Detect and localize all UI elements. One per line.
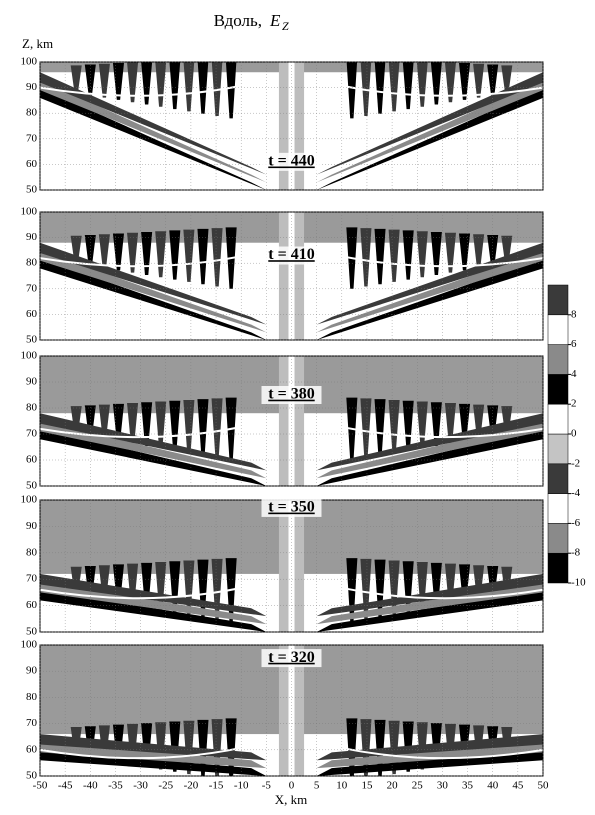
x-tick-label: 25: [412, 780, 424, 792]
colorbar-tick-label: 0: [571, 428, 577, 440]
colorbar-tick-label: 4: [571, 368, 577, 380]
y-tick-label: 100: [21, 639, 38, 651]
y-tick-label: 90: [26, 665, 38, 677]
x-tick-label: 50: [538, 780, 550, 792]
y-tick-label: 80: [26, 257, 38, 269]
contour-field: [40, 356, 543, 486]
colorbar-tick-label: -6: [571, 517, 581, 529]
y-tick-label: 60: [26, 158, 38, 170]
x-tick-label: -35: [108, 780, 123, 792]
y-axis-label: Z, km: [22, 36, 53, 51]
y-tick-label: 100: [21, 56, 38, 68]
x-tick-label: 15: [361, 780, 373, 792]
x-tick-label: 35: [462, 780, 474, 792]
colorbar-tick-label: 2: [571, 398, 577, 410]
y-tick-label: 80: [26, 546, 38, 558]
y-tick-label: 60: [26, 454, 38, 466]
colorbar-bin: [548, 553, 568, 583]
x-tick-label: -45: [58, 780, 73, 792]
colorbar-tick-label: -10: [571, 577, 586, 589]
y-tick-label: 70: [26, 132, 38, 144]
gray-region: [302, 645, 543, 734]
y-tick-label: 90: [26, 520, 38, 532]
title-variable: E: [269, 11, 281, 30]
x-tick-label: 45: [512, 780, 524, 792]
gray-region: [40, 645, 281, 734]
x-axis-label: X, km: [275, 792, 308, 807]
y-tick-label: 50: [26, 184, 38, 196]
colorbar-bin: [548, 523, 568, 553]
x-tick-label: 5: [314, 780, 320, 792]
panel-label: t = 350: [268, 499, 314, 516]
x-tick-label: -20: [184, 780, 199, 792]
panel-label: t = 320: [268, 649, 314, 666]
colorbar-bin: [548, 464, 568, 494]
colorbar-tick-label: -8: [571, 547, 581, 559]
colorbar-bin: [548, 285, 568, 315]
x-tick-label: -5: [262, 780, 272, 792]
y-tick-label: 70: [26, 282, 38, 294]
x-tick-label: 20: [387, 780, 399, 792]
panel-label: t = 410: [268, 246, 314, 263]
y-tick-label: 80: [26, 107, 38, 119]
colorbar-tick-label: -2: [571, 457, 580, 469]
colorbar-tick-label: 8: [571, 308, 577, 320]
y-tick-label: 60: [26, 599, 38, 611]
x-tick-label: 0: [289, 780, 295, 792]
colorbar-bin: [548, 404, 568, 434]
x-tick-label: -25: [158, 780, 173, 792]
x-tick-label: -50: [33, 780, 48, 792]
x-tick-label: 30: [437, 780, 449, 792]
y-tick-label: 100: [21, 206, 38, 218]
center-line: [288, 356, 294, 486]
y-tick-label: 90: [26, 81, 38, 93]
colorbar-bin: [548, 374, 568, 404]
y-tick-label: 90: [26, 376, 38, 388]
colorbar-bin: [548, 494, 568, 524]
y-tick-label: 70: [26, 428, 38, 440]
panel-label: t = 380: [268, 386, 314, 403]
y-tick-label: 60: [26, 308, 38, 320]
y-tick-label: 50: [26, 480, 38, 492]
x-tick-label: 10: [336, 780, 348, 792]
y-tick-label: 50: [26, 334, 38, 346]
y-tick-label: 100: [21, 350, 38, 362]
x-tick-label: -30: [133, 780, 148, 792]
x-tick-label: 40: [487, 780, 499, 792]
x-tick-label: -40: [83, 780, 98, 792]
y-tick-label: 100: [21, 494, 38, 506]
colorbar-bin: [548, 315, 568, 345]
x-tick-label: -15: [209, 780, 224, 792]
colorbar-tick-label: -4: [571, 487, 581, 499]
title-subscript: Z: [282, 19, 289, 33]
panel-label: t = 440: [268, 153, 314, 170]
y-tick-label: 60: [26, 743, 38, 755]
y-tick-label: 80: [26, 402, 38, 414]
y-tick-label: 70: [26, 573, 38, 585]
y-tick-label: 50: [26, 626, 38, 638]
colorbar-bin: [548, 434, 568, 464]
y-tick-label: 70: [26, 717, 38, 729]
colorbar-bin: [548, 345, 568, 375]
colorbar-tick-label: 6: [571, 338, 577, 350]
figure: Вдоль, E Z Z, km X, km 5060708090100t = …: [0, 0, 595, 810]
title: Вдоль,: [214, 11, 262, 30]
y-tick-label: 90: [26, 231, 38, 243]
x-tick-label: -10: [234, 780, 249, 792]
y-tick-label: 80: [26, 691, 38, 703]
